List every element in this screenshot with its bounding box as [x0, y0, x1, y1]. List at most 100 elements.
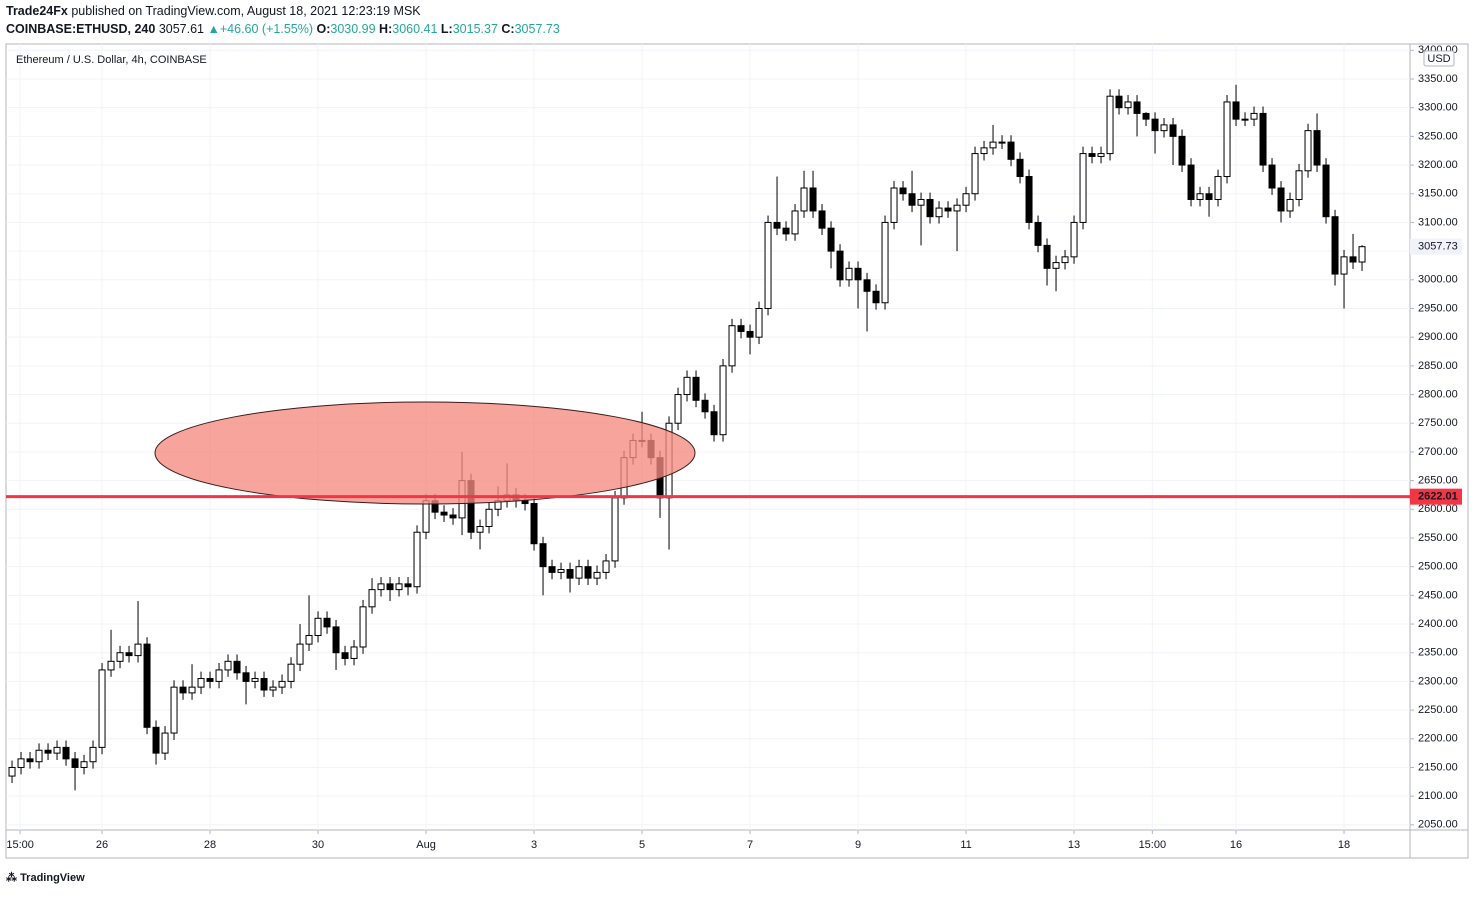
x-tick-label: 13 [1068, 839, 1080, 851]
last: 3057.61 [159, 22, 204, 36]
candle-body [449, 514, 457, 519]
candle-body [764, 221, 772, 309]
candle-body [746, 330, 754, 338]
candle-body [548, 566, 556, 573]
candle-body [395, 583, 403, 591]
candle-body [1214, 176, 1222, 200]
candle-body [1187, 164, 1195, 200]
candle-body [44, 749, 52, 754]
highlight-ellipse [154, 401, 696, 505]
y-tick-label: 2900.00 [1418, 331, 1458, 343]
y-tick-label: 2500.00 [1418, 561, 1458, 573]
chart-title: Ethereum / U.S. Dollar, 4h, COINBASE [16, 54, 207, 66]
candle-body [8, 766, 16, 777]
candle-body [62, 746, 70, 760]
candle-body [1196, 193, 1204, 200]
header-line-2: COINBASE:ETHUSD, 240 3057.61 ▲+46.60 (+1… [6, 22, 560, 36]
candle-body [1151, 118, 1159, 132]
candle-body [701, 399, 709, 413]
candle-body [1169, 124, 1177, 137]
grid: 2050.00 2100.00 2150.00 2200.00 2250.00 2300.… [6, 44, 1458, 851]
symbol: COINBASE:ETHUSD, 240 [6, 22, 155, 36]
candle-body [422, 500, 430, 533]
candle-body [1358, 246, 1366, 263]
candle-body [1340, 256, 1348, 275]
candle-body [1007, 141, 1015, 160]
y-tick-label: 2150.00 [1418, 761, 1458, 773]
candle-body [188, 686, 196, 694]
candle-body [674, 394, 682, 424]
currency: USD [1427, 53, 1450, 65]
candle-body [782, 227, 790, 235]
candle-body [1142, 112, 1150, 120]
y-tick-label: 2800.00 [1418, 388, 1458, 400]
y-tick-label: 2100.00 [1418, 790, 1458, 802]
y-tick-label: 2850.00 [1418, 360, 1458, 372]
candle-body [260, 678, 268, 691]
x-tick-label: 11 [960, 839, 971, 851]
x-tick-label: 15:00 [6, 839, 34, 851]
author: Trade24Fx [6, 4, 68, 18]
candle-body [17, 758, 25, 768]
candle-body [773, 221, 781, 229]
candle-body [1259, 112, 1267, 166]
candle-body [80, 761, 88, 768]
candle-body [476, 526, 484, 533]
candle-body [269, 686, 277, 691]
candle-body [1286, 198, 1294, 212]
candle-body [1304, 130, 1312, 172]
candle-body [710, 411, 718, 436]
y-tick-label: 2750.00 [1418, 417, 1458, 429]
candle-body [809, 187, 817, 212]
x-tick-label: 30 [312, 839, 324, 851]
candle-body [413, 531, 421, 588]
candle-body [890, 187, 898, 223]
candle-body [134, 643, 142, 657]
candle-body [602, 560, 610, 573]
h: 3060.41 [392, 22, 437, 36]
candle-body [386, 583, 394, 591]
candle-body [845, 267, 853, 281]
candle-body [377, 583, 385, 591]
candle-body [35, 749, 43, 763]
candles [8, 84, 1366, 791]
candle-body [872, 290, 880, 304]
candle-body [440, 511, 448, 516]
candle-body [944, 207, 952, 212]
x-tick-label: 28 [204, 839, 216, 851]
candle-body [593, 571, 601, 579]
x-tick-label: 18 [1338, 839, 1350, 851]
candle-body [989, 141, 997, 149]
y-tick-label: 3150.00 [1418, 188, 1458, 200]
y-tick-label: 2700.00 [1418, 446, 1458, 458]
candle-body [116, 652, 124, 662]
candle-body [1133, 101, 1141, 114]
candle-body [1295, 170, 1303, 200]
published: published on TradingView.com, August 18,… [71, 4, 421, 18]
y-tick-label: 3100.00 [1418, 216, 1458, 228]
candle-body [683, 376, 691, 396]
y-tick-label: 2550.00 [1418, 532, 1458, 544]
line-label-box [1410, 488, 1462, 505]
candle-body [485, 508, 493, 528]
candle-body [692, 376, 700, 401]
candle-body [341, 652, 349, 659]
candle-body [530, 503, 538, 545]
candle-body [1250, 112, 1258, 120]
candle-body [1223, 101, 1231, 178]
y-tick-label: 2600.00 [1418, 503, 1458, 515]
candle-body [863, 279, 871, 292]
candle-body [314, 617, 322, 637]
candle-body [368, 589, 376, 608]
candle-body [1097, 153, 1105, 157]
candle-body [1178, 135, 1186, 166]
y-tick-label: 2050.00 [1418, 819, 1458, 831]
candle-body [215, 669, 223, 682]
candle-body [206, 678, 214, 682]
candle-body [899, 187, 907, 195]
candle-body [1034, 221, 1042, 246]
candle-body [1268, 164, 1276, 189]
candle-body [737, 325, 745, 332]
c: 3057.73 [515, 22, 560, 36]
candle-body [1088, 153, 1096, 157]
